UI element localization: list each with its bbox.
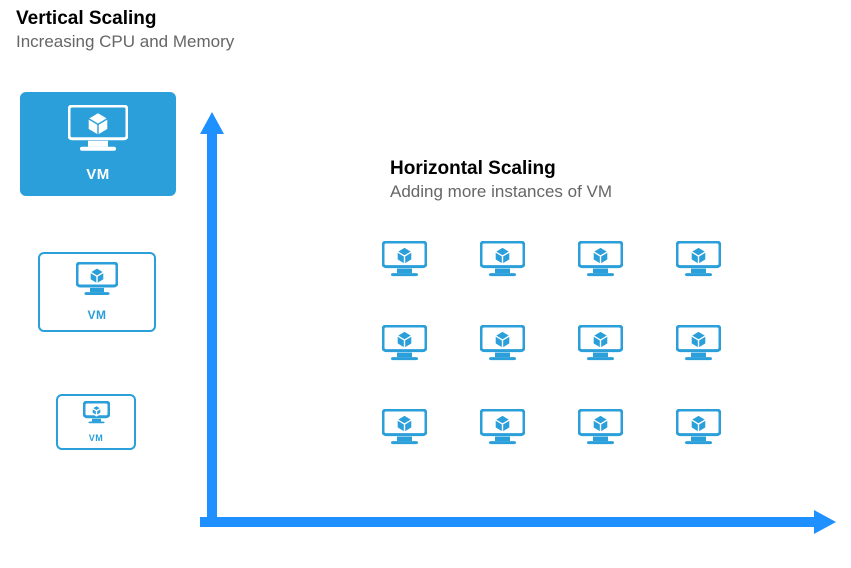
grid-vm-item [370,316,438,372]
vertical-vm-2: VM [56,394,136,450]
horizontal-arrow-icon [200,510,836,534]
horizontal-subtitle: Adding more instances of VM [390,182,612,202]
grid-vm-item [468,316,536,372]
vertical-title-block: Vertical Scaling Increasing CPU and Memo… [16,8,234,52]
vm-grid [370,232,732,456]
vm-monitor-icon [76,262,118,303]
horizontal-title: Horizontal Scaling [390,158,612,180]
grid-vm-item [468,400,536,456]
grid-vm-item [566,316,634,372]
vertical-vm-0: VM [20,92,176,196]
grid-vm-item [566,232,634,288]
grid-vm-item [566,400,634,456]
grid-vm-item [664,400,732,456]
vm-monitor-icon [83,401,110,429]
grid-vm-item [468,232,536,288]
horizontal-title-block: Horizontal Scaling Adding more instances… [390,158,612,202]
vertical-vm-1: VM [38,252,156,332]
grid-vm-item [664,232,732,288]
vertical-title: Vertical Scaling [16,8,234,30]
vertical-arrow-icon [200,112,224,524]
vm-label: VM [89,433,104,443]
vm-monitor-icon [68,105,128,162]
vm-label: VM [86,166,110,183]
grid-vm-item [370,400,438,456]
grid-vm-item [370,232,438,288]
vm-label: VM [88,308,107,322]
grid-vm-item [664,316,732,372]
vertical-subtitle: Increasing CPU and Memory [16,32,234,52]
